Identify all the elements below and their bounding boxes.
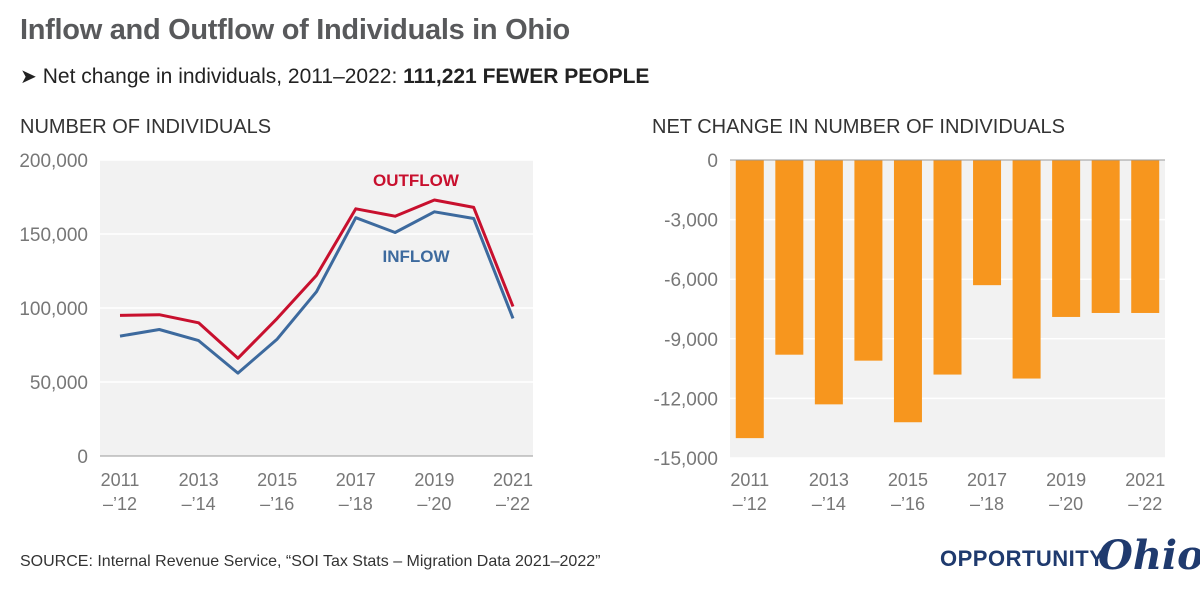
bar-x-tick-label: 2011	[730, 470, 769, 490]
line-x-tick-label: 2011	[101, 470, 140, 490]
bar	[854, 160, 883, 361]
bar-y-tick-label: -12,000	[654, 389, 718, 410]
bar-chart: 0 -3,000 -6,000 -9,000 -12,000 -15,000 2011 –’1…	[654, 151, 1166, 514]
bar-y-tick-label: -6,000	[664, 270, 718, 291]
subtitle: ➤ Net change in individuals, 2011–2022: 1…	[20, 64, 649, 89]
bar	[1012, 160, 1041, 379]
bar	[933, 160, 962, 375]
series-line-inflow	[119, 210, 515, 375]
line-x-tick-label-years: –’12	[103, 494, 137, 514]
bar-y-tick-label: 0	[707, 151, 718, 172]
line-chart: 0 50,000 100,000 150,000 200,000 2011 –’12 2013…	[19, 151, 533, 514]
line-x-tick-label: 2013	[179, 470, 219, 490]
series-line-outflow	[119, 198, 515, 360]
line-y-tick-label: 0	[77, 447, 88, 468]
line-y-tick-label: 50,000	[30, 373, 88, 394]
bar-x-tick-label: 2021	[1125, 470, 1165, 490]
subtitle-highlight: 111,221 FEWER PEOPLE	[403, 65, 650, 88]
bar	[1052, 160, 1081, 317]
opportunity-ohio-logo: OPPORTUNITY Ohio	[940, 528, 1200, 588]
bar	[735, 160, 764, 439]
logo-word: OPPORTUNITY	[940, 546, 1105, 571]
line-x-tick-label: 2019	[414, 470, 454, 490]
bar	[1091, 160, 1120, 313]
line-x-tick-label: 2021	[493, 470, 533, 490]
logo-script: Ohio	[1098, 532, 1200, 579]
bar-x-tick-label: 2013	[809, 470, 849, 490]
bar	[1131, 160, 1160, 313]
right-arrow-icon: ➤	[20, 66, 37, 88]
bar-x-tick-label: 2017	[967, 470, 1007, 490]
bar-x-tick-label-years: –’20	[1049, 494, 1083, 514]
bar-x-tick-label-years: –’12	[733, 494, 767, 514]
series-label-inflow: INFLOW	[382, 247, 450, 266]
line-x-tick-label-years: –’14	[182, 494, 216, 514]
bar-y-tick-label: -9,000	[664, 330, 718, 351]
line-y-tick-label: 150,000	[19, 225, 88, 246]
bar	[814, 160, 843, 405]
bar-x-tick-label: 2019	[1046, 470, 1086, 490]
line-chart-title: NUMBER OF INDIVIDUALS	[20, 116, 272, 138]
line-y-tick-label: 200,000	[19, 151, 88, 172]
bar-x-tick-label-years: –’18	[970, 494, 1004, 514]
line-x-tick-label: 2017	[336, 470, 376, 490]
bar	[893, 160, 922, 423]
bar-x-tick-label-years: –’14	[812, 494, 846, 514]
bar	[973, 160, 1002, 286]
line-x-tick-label-years: –’22	[496, 494, 530, 514]
line-x-tick-label-years: –’18	[339, 494, 373, 514]
source-note: SOURCE: Internal Revenue Service, “SOI T…	[20, 553, 601, 570]
line-x-tick-label-years: –’20	[417, 494, 451, 514]
bar-x-tick-label-years: –’22	[1128, 494, 1162, 514]
subtitle-text: Net change in individuals, 2011–2022:	[42, 65, 404, 88]
line-x-tick-label: 2015	[257, 470, 297, 490]
bar-y-tick-label: -15,000	[654, 449, 718, 470]
bar-x-tick-label-years: –’16	[891, 494, 925, 514]
bar-x-tick-label: 2015	[888, 470, 928, 490]
page-title: Inflow and Outflow of Individuals in Ohi…	[20, 14, 570, 46]
bar-chart-title: NET CHANGE IN NUMBER OF INDIVIDUALS	[652, 116, 1066, 138]
series-label-outflow: OUTFLOW	[373, 171, 460, 190]
line-y-tick-label: 100,000	[19, 299, 88, 320]
line-x-tick-label-years: –’16	[260, 494, 294, 514]
bar	[775, 160, 804, 355]
bar-y-tick-label: -3,000	[664, 211, 718, 232]
